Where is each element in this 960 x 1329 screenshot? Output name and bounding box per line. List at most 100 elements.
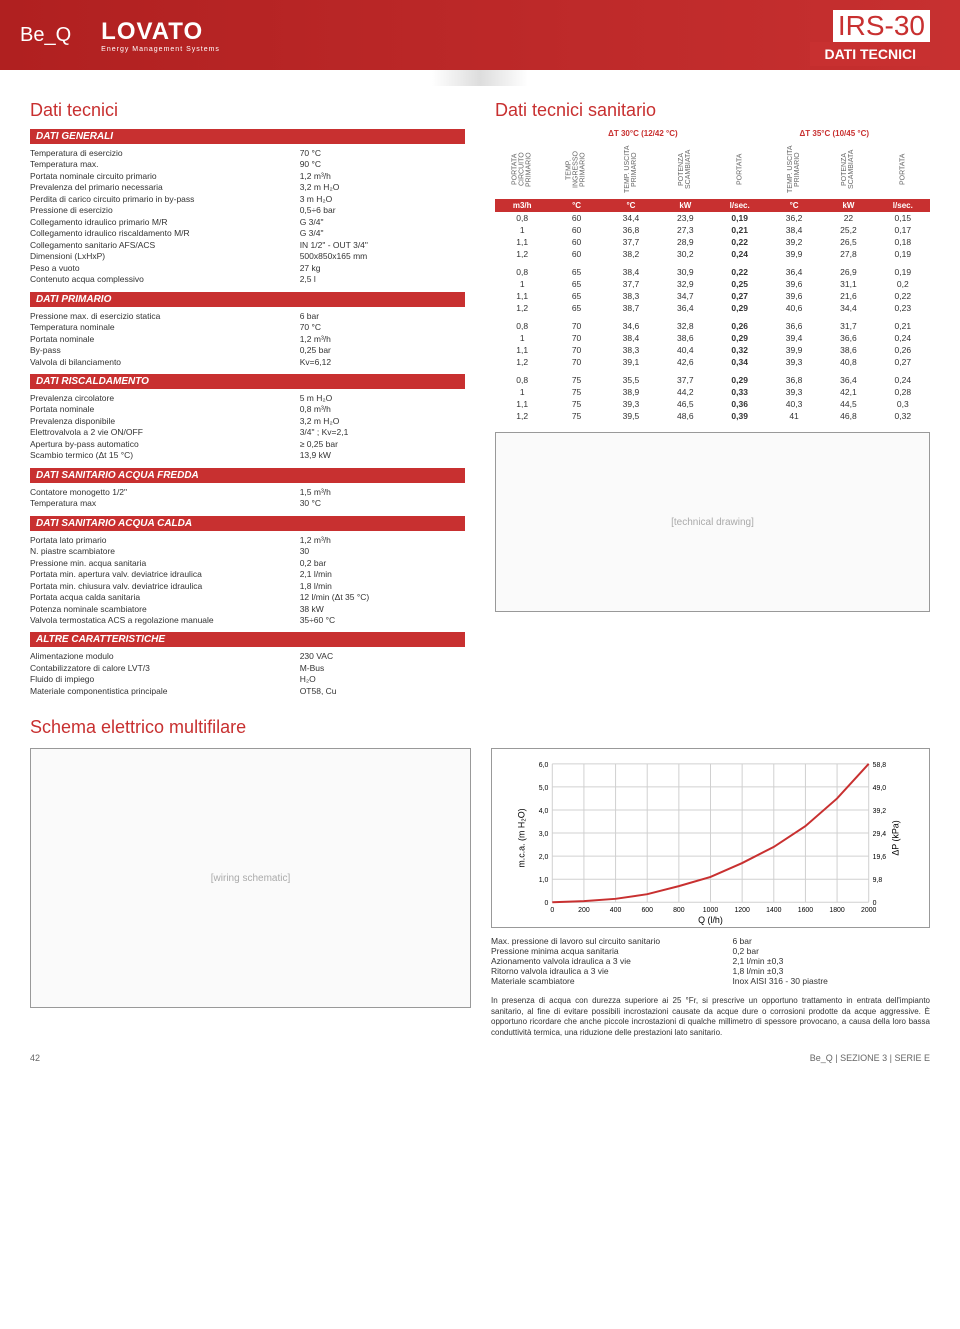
svg-text:0: 0 (544, 901, 548, 908)
table-row: 0,87034,632,80,2636,631,70,21 (495, 320, 930, 332)
svg-text:58,8: 58,8 (873, 762, 887, 769)
spec-row: Portata acqua calda sanitaria12 l/min (Δ… (30, 592, 465, 603)
footer: 42 Be_Q | SEZIONE 3 | SERIE E (0, 1038, 960, 1078)
table-row: 17038,438,60,2939,436,60,24 (495, 332, 930, 344)
svg-text:39,2: 39,2 (873, 808, 887, 815)
svg-text:0: 0 (873, 901, 877, 908)
chart-notes: Max. pressione di lavoro sul circuito sa… (491, 936, 930, 986)
spec-row: Valvola di bilanciamentoKv=6,12 (30, 357, 465, 368)
svg-text:29,4: 29,4 (873, 831, 887, 838)
svg-text:800: 800 (673, 908, 685, 915)
pressure-chart: 0200400600800100012001400160018002000001… (491, 748, 930, 928)
svg-text:200: 200 (578, 908, 590, 915)
table-row: 1,27539,548,60,394146,80,32 (495, 410, 930, 422)
svg-text:2,0: 2,0 (539, 854, 549, 861)
svg-text:400: 400 (610, 908, 622, 915)
table-row: 1,17539,346,50,3640,344,50,3 (495, 398, 930, 410)
spec-row: Pressione max. di esercizio statica6 bar (30, 311, 465, 322)
spec-row: Pressione di esercizio0,5÷6 bar (30, 205, 465, 216)
svg-text:4,0: 4,0 (539, 808, 549, 815)
spec-row: Perdita di carico circuito primario in b… (30, 194, 465, 205)
spec-row: Apertura by-pass automatico≥ 0,25 bar (30, 439, 465, 450)
svg-text:Q (l/h): Q (l/h) (698, 915, 723, 925)
svg-text:600: 600 (641, 908, 653, 915)
section-bar: ALTRE CARATTERISTICHE (30, 632, 465, 647)
spec-row: Portata min. apertura valv. deviatrice i… (30, 569, 465, 580)
spec-row: Alimentazione modulo230 VAC (30, 651, 465, 662)
spec-row: Prevalenza disponibile3,2 m H₂O (30, 416, 465, 427)
footnote: In presenza di acqua con durezza superio… (491, 996, 930, 1038)
left-title: Dati tecnici (30, 100, 465, 121)
product-code: IRS-30 (833, 10, 930, 42)
table-row: 0,87535,537,70,2936,836,40,24 (495, 374, 930, 386)
table-row: 1,16037,728,90,2239,226,50,18 (495, 236, 930, 248)
table-row: 1,27039,142,60,3439,340,80,27 (495, 356, 930, 368)
spec-row: Temperatura max30 °C (30, 498, 465, 509)
svg-text:6,0: 6,0 (539, 762, 549, 769)
logo-lovato: LOVATOEnergy Management Systems (101, 18, 220, 53)
sanitario-columns: PORTATA CIRCUITO PRIMARIOTEMP. INGRESSO … (495, 142, 930, 197)
sanitario-table: 0,86034,423,90,1936,2220,1516036,827,30,… (495, 212, 930, 422)
spec-row: Portata lato primario1,2 m³/h (30, 535, 465, 546)
table-row: 16036,827,30,2138,425,20,17 (495, 224, 930, 236)
spec-row: Scambio termico (Δt 15 °C)13,9 kW (30, 450, 465, 461)
svg-text:m.c.a. (m H₂O): m.c.a. (m H₂O) (517, 809, 527, 868)
svg-text:49,0: 49,0 (873, 785, 887, 792)
note-row: Materiale scambiatoreInox AISI 316 - 30 … (491, 976, 930, 986)
note-row: Max. pressione di lavoro sul circuito sa… (491, 936, 930, 946)
table-row: 1,16538,334,70,2739,621,60,22 (495, 290, 930, 302)
spec-row: Fluido di impiegoH₂O (30, 674, 465, 685)
spec-row: Collegamento idraulico primario M/RG 3/4… (30, 217, 465, 228)
schema-title: Schema elettrico multifilare (30, 717, 930, 738)
svg-text:1,0: 1,0 (539, 878, 549, 885)
spec-row: Portata nominale1,2 m³/h (30, 334, 465, 345)
table-row: 1,26038,230,20,2439,927,80,19 (495, 248, 930, 260)
table-row: 1,17038,340,40,3239,938,60,26 (495, 344, 930, 356)
spec-row: Collegamento sanitario AFS/ACSIN 1/2" - … (30, 240, 465, 251)
section-bar: DATI SANITARIO ACQUA FREDDA (30, 468, 465, 483)
table-row: 1,26538,736,40,2940,634,40,23 (495, 302, 930, 314)
note-row: Pressione minima acqua sanitaria0,2 bar (491, 946, 930, 956)
note-row: Ritorno valvola idraulica a 3 vie1,8 l/m… (491, 966, 930, 976)
spec-row: Contatore monogetto 1/2"1,5 m³/h (30, 487, 465, 498)
right-title: Dati tecnici sanitario (495, 100, 930, 121)
component-diagram: [technical drawing] (495, 432, 930, 612)
spec-row: Elettrovalvola a 2 vie ON/OFF3/4" ; Kv=2… (30, 427, 465, 438)
section-bar: DATI SANITARIO ACQUA CALDA (30, 516, 465, 531)
note-row: Azionamento valvola idraulica a 3 vie2,1… (491, 956, 930, 966)
svg-text:9,8: 9,8 (873, 878, 883, 885)
spec-row: Temperatura max.90 °C (30, 159, 465, 170)
footer-section: Be_Q | SEZIONE 3 | SERIE E (810, 1053, 930, 1063)
spec-row: By-pass0,25 bar (30, 345, 465, 356)
table-row: 16537,732,90,2539,631,10,2 (495, 278, 930, 290)
section-bar: DATI PRIMARIO (30, 292, 465, 307)
spec-row: Dimensioni (LxHxP)500x850x165 mm (30, 251, 465, 262)
svg-text:3,0: 3,0 (539, 831, 549, 838)
spec-row: Peso a vuoto27 kg (30, 263, 465, 274)
spec-row: Portata nominale0,8 m³/h (30, 404, 465, 415)
table-row: 17538,944,20,3339,342,10,28 (495, 386, 930, 398)
spec-row: Potenza nominale scambiatore38 kW (30, 604, 465, 615)
logo-beq: Be_Q (20, 24, 71, 47)
spec-row: N. piastre scambiatore30 (30, 546, 465, 557)
spec-row: Portata min. chiusura valv. deviatrice i… (30, 581, 465, 592)
sanitario-header: ΔT 30°C (12/42 °C) ΔT 35°C (10/45 °C) (495, 129, 930, 138)
svg-text:2000: 2000 (861, 908, 877, 915)
spec-row: Portata nominale circuito primario1,2 m³… (30, 171, 465, 182)
svg-text:1200: 1200 (734, 908, 750, 915)
table-row: 0,86034,423,90,1936,2220,15 (495, 212, 930, 224)
header: Be_Q LOVATOEnergy Management Systems IRS… (0, 0, 960, 70)
svg-text:1600: 1600 (798, 908, 814, 915)
spec-row: Valvola termostatica ACS a regolazione m… (30, 615, 465, 626)
svg-text:ΔP (kPa): ΔP (kPa) (890, 821, 900, 856)
spec-row: Temperatura di esercizio70 °C (30, 148, 465, 159)
svg-text:5,0: 5,0 (539, 785, 549, 792)
spec-row: Materiale componentistica principaleOT58… (30, 686, 465, 697)
svg-text:19,6: 19,6 (873, 854, 887, 861)
svg-text:0: 0 (550, 908, 554, 915)
spec-row: Pressione min. acqua sanitaria0,2 bar (30, 558, 465, 569)
svg-text:1400: 1400 (766, 908, 782, 915)
svg-text:1000: 1000 (703, 908, 719, 915)
spec-row: Prevalenza circolatore5 m H₂O (30, 393, 465, 404)
spec-row: Temperatura nominale70 °C (30, 322, 465, 333)
